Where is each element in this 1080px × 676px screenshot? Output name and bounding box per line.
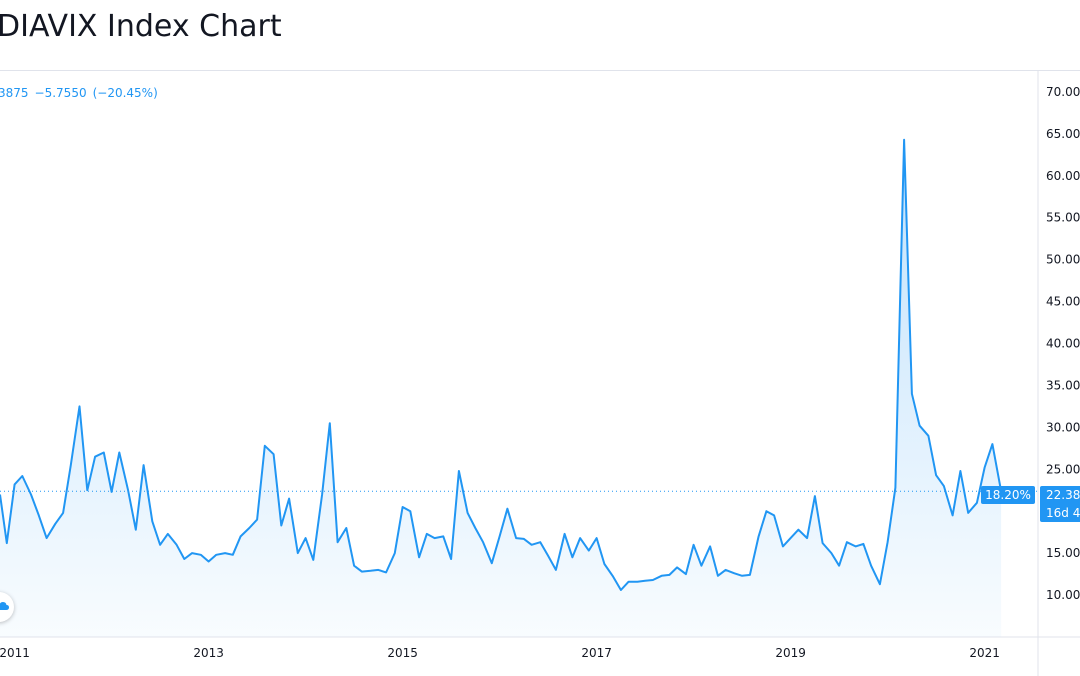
legend-change: −5.7550 bbox=[34, 86, 87, 100]
series-line bbox=[0, 138, 1003, 591]
y-tick-label: 45.00 bbox=[1046, 295, 1080, 309]
price-badge: 22.38 16d 4 bbox=[1040, 486, 1080, 522]
corner-cloud-button[interactable] bbox=[0, 592, 14, 622]
y-tick-label: 10.00 bbox=[1046, 588, 1080, 602]
y-tick-label: 70.00 bbox=[1046, 85, 1080, 99]
time-axis[interactable]: 2011 2013 2015 2017 2019 2021 bbox=[0, 646, 1000, 660]
x-tick-label: 2019 bbox=[775, 646, 806, 660]
cloud-icon bbox=[0, 602, 9, 610]
x-tick-label: 2013 bbox=[193, 646, 224, 660]
price-chart[interactable]: 10.0015.0020.0025.0030.0035.0040.0045.00… bbox=[0, 71, 1080, 676]
x-tick-label: 2021 bbox=[969, 646, 1000, 660]
y-tick-label: 15.00 bbox=[1046, 546, 1080, 560]
x-tick-label: 2011 bbox=[0, 646, 30, 660]
x-tick-label: 2017 bbox=[581, 646, 612, 660]
series-area bbox=[0, 139, 1002, 638]
chart-legend: 3875 −5.7550 (−20.45%) bbox=[0, 86, 164, 100]
legend-value: 3875 bbox=[0, 86, 29, 100]
countdown-badge-label: 16d 4 bbox=[1046, 506, 1080, 520]
x-tick-label: 2015 bbox=[387, 646, 418, 660]
price-badge-label: 22.38 bbox=[1046, 488, 1080, 502]
y-tick-label: 50.00 bbox=[1046, 253, 1080, 267]
percent-badge-label: 18.20% bbox=[985, 488, 1031, 502]
chart-panel[interactable]: 10.0015.0020.0025.0030.0035.0040.0045.00… bbox=[0, 70, 1080, 676]
page-title: DIAVIX Index Chart bbox=[0, 9, 282, 44]
percent-badge: 18.20% bbox=[981, 486, 1035, 504]
price-scale[interactable]: 10.0015.0020.0025.0030.0035.0040.0045.00… bbox=[1046, 85, 1080, 602]
legend-change-pct: (−20.45%) bbox=[92, 86, 158, 100]
y-tick-label: 60.00 bbox=[1046, 169, 1080, 183]
y-tick-label: 65.00 bbox=[1046, 127, 1080, 141]
y-tick-label: 55.00 bbox=[1046, 211, 1080, 225]
y-tick-label: 30.00 bbox=[1046, 420, 1080, 434]
y-tick-label: 40.00 bbox=[1046, 337, 1080, 351]
y-tick-label: 25.00 bbox=[1046, 462, 1080, 476]
y-tick-label: 35.00 bbox=[1046, 378, 1080, 392]
